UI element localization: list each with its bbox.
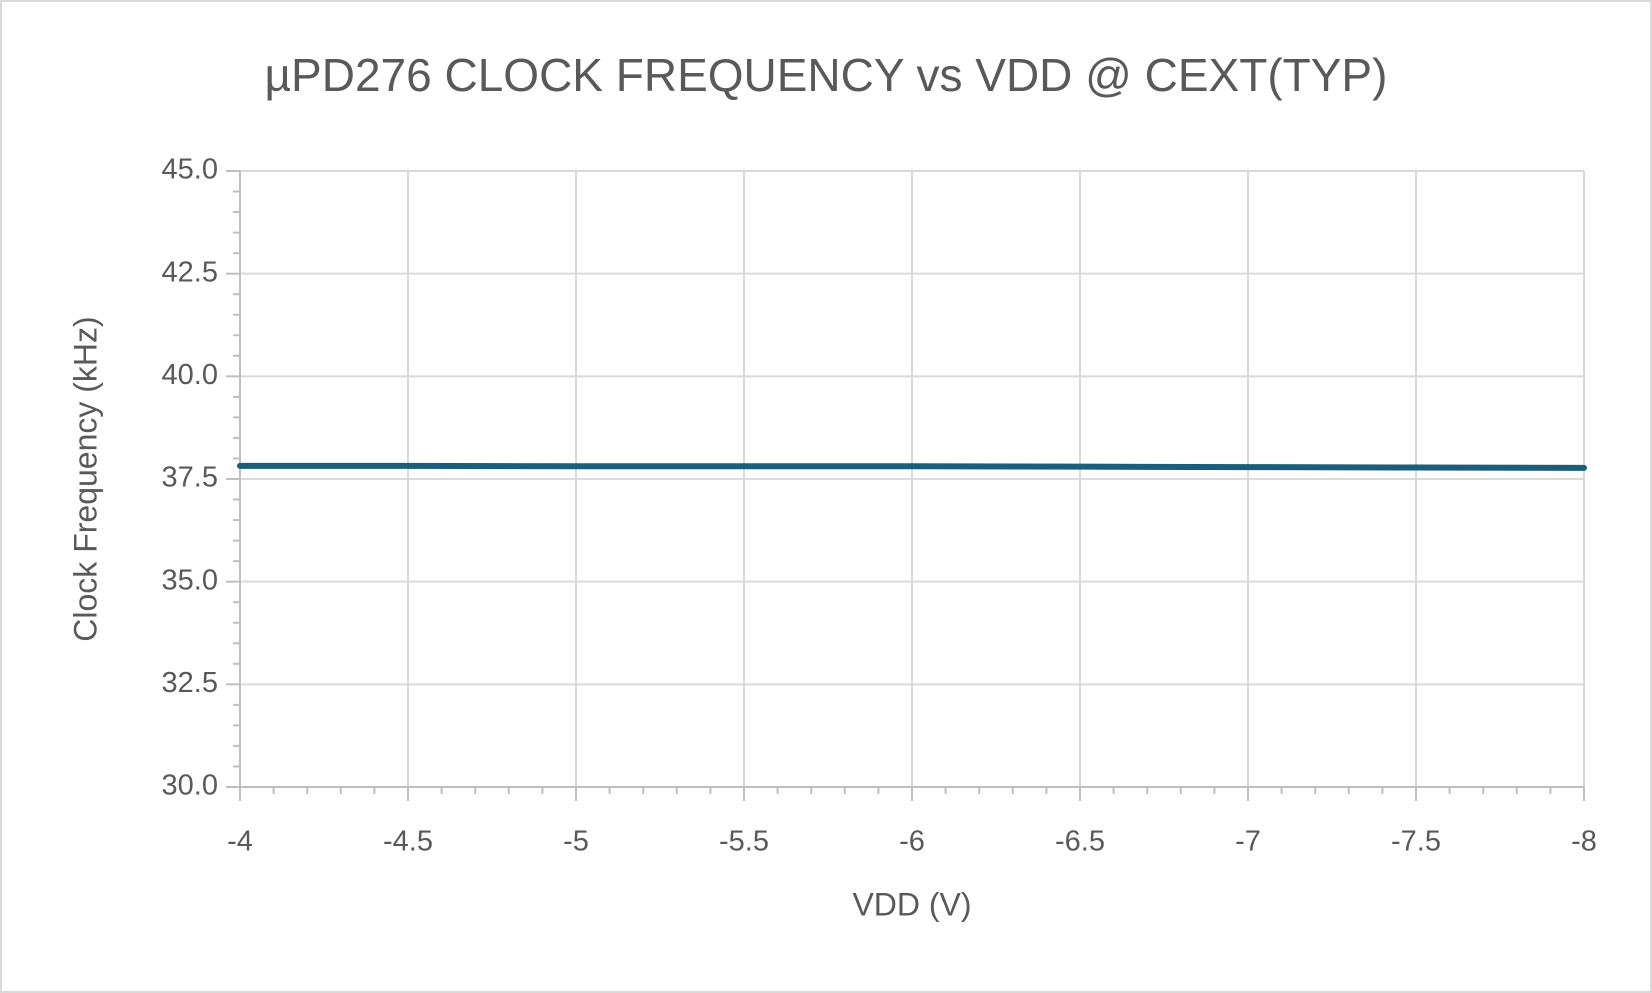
y-tick-label: 32.5: [162, 667, 218, 699]
x-tick-label: -6: [899, 826, 925, 858]
chart-title: µPD276 CLOCK FREQUENCY vs VDD @ CEXT(TYP…: [265, 49, 1388, 101]
x-tick-label: -5.5: [719, 826, 769, 858]
x-tick-label: -5: [563, 826, 589, 858]
x-tick-label: -7.5: [1391, 826, 1441, 858]
y-tick-label: 30.0: [162, 770, 218, 802]
y-axis-label: Clock Frequency (kHz): [67, 316, 103, 641]
x-tick-label: -6.5: [1055, 826, 1105, 858]
x-axis-label: VDD (V): [852, 886, 971, 922]
x-tick-label: -7: [1235, 826, 1261, 858]
y-tick-label: 40.0: [162, 359, 218, 391]
y-tick-label: 35.0: [162, 564, 218, 596]
y-tick-label: 42.5: [162, 256, 218, 288]
x-tick-label: -4.5: [383, 826, 433, 858]
x-tick-label: -4: [227, 826, 253, 858]
data-line: [237, 462, 1587, 471]
y-tick-label: 37.5: [162, 462, 218, 494]
x-tick-label: -8: [1571, 826, 1597, 858]
y-tick-label: 45.0: [162, 154, 218, 186]
